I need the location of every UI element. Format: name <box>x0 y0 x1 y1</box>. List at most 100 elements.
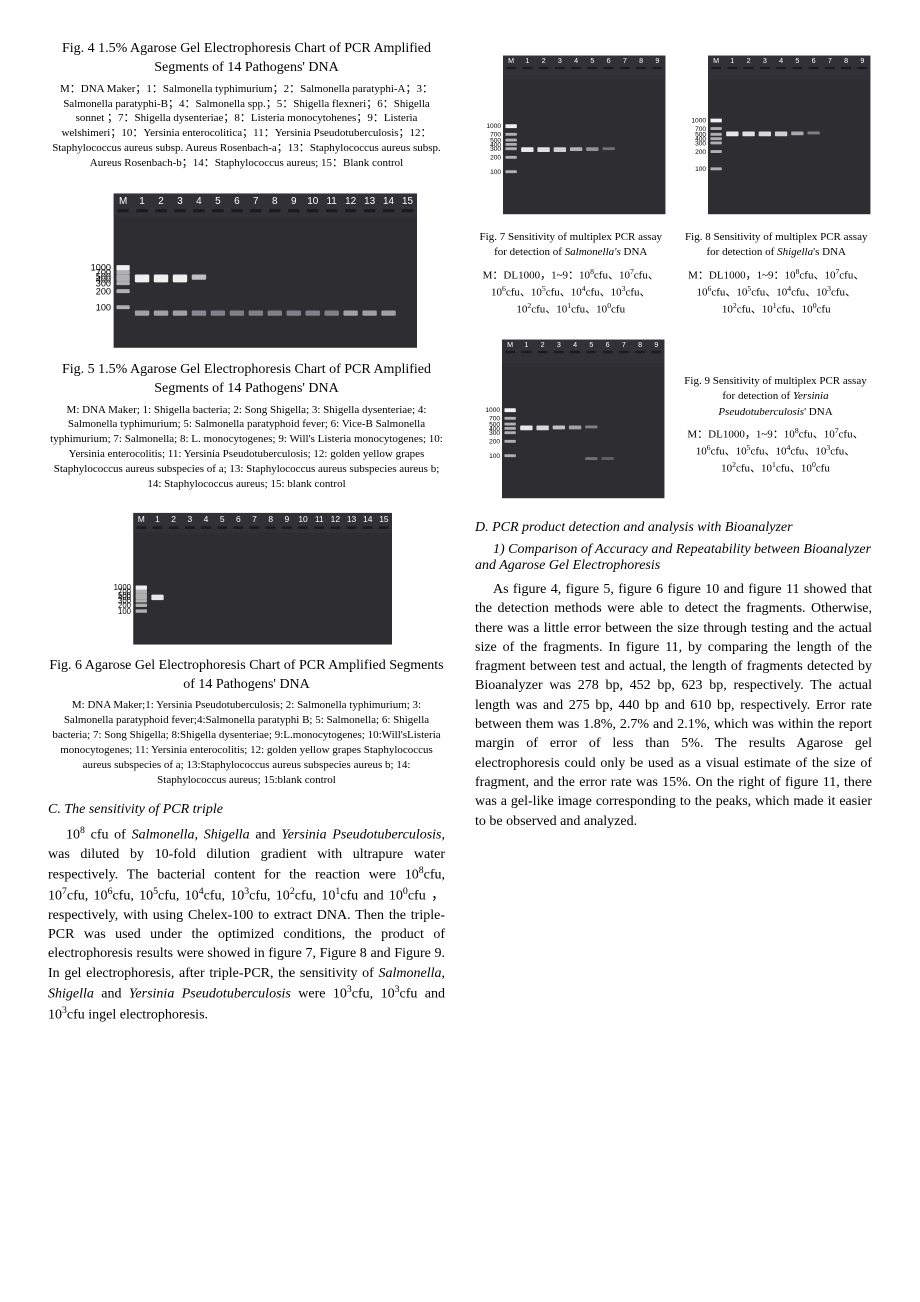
svg-text:10: 10 <box>298 514 308 524</box>
svg-text:100: 100 <box>117 607 131 616</box>
svg-text:1: 1 <box>139 196 145 207</box>
fig7-gel: M123456789bp1000700500400300200100 <box>476 48 666 218</box>
svg-text:8: 8 <box>639 57 643 65</box>
svg-text:9: 9 <box>290 196 296 207</box>
svg-text:8: 8 <box>638 341 642 349</box>
svg-text:9: 9 <box>655 57 659 65</box>
svg-text:100: 100 <box>489 453 500 460</box>
section-c-body: 108 cfu of Salmonella, Shigella and Yers… <box>48 824 445 1025</box>
svg-text:4: 4 <box>779 57 783 65</box>
svg-text:200: 200 <box>490 155 501 162</box>
svg-text:13: 13 <box>346 514 356 524</box>
svg-text:6: 6 <box>606 57 610 65</box>
svg-text:13: 13 <box>364 196 376 207</box>
svg-text:3: 3 <box>177 196 183 207</box>
svg-text:7: 7 <box>252 514 257 524</box>
svg-text:15: 15 <box>379 514 389 524</box>
svg-text:200: 200 <box>695 149 706 156</box>
fig7-caption: M：DL1000，1~9：108cfu、107cfu、106cfu、105cfu… <box>475 267 667 318</box>
svg-text:3: 3 <box>558 57 562 65</box>
svg-text:6: 6 <box>606 341 610 349</box>
svg-text:2: 2 <box>171 514 176 524</box>
svg-text:5: 5 <box>590 57 594 65</box>
svg-text:4: 4 <box>196 196 202 207</box>
svg-text:M: M <box>118 196 126 207</box>
svg-text:7: 7 <box>828 57 832 65</box>
svg-text:11: 11 <box>326 196 337 207</box>
svg-text:bp: bp <box>106 527 116 537</box>
svg-text:9: 9 <box>654 341 658 349</box>
svg-text:6: 6 <box>235 514 240 524</box>
svg-text:bp: bp <box>686 67 694 76</box>
svg-text:1: 1 <box>524 341 528 349</box>
svg-text:2: 2 <box>158 196 164 207</box>
fig8-gel: M123456789bp1000700500400300200100 <box>681 48 871 218</box>
fig8-title: Fig. 8 Sensitivity of multiplex PCR assa… <box>681 230 873 261</box>
fig4-gel: M123456789101112131415bp1000700500400300… <box>77 183 417 353</box>
fig9-caption: M：DL1000，1~9：108cfu、107cfu、106cfu、105cfu… <box>679 426 872 477</box>
fig9-gel: M123456789bp1000700500400300200100 <box>475 332 665 502</box>
fig5-caption: M: DNA Maker; 1: Shigella bacteria; 2: S… <box>48 403 445 492</box>
fig4-caption: M：DNA Maker；1：Salmonella typhimurium；2：S… <box>48 82 445 171</box>
svg-text:bp: bp <box>479 351 487 360</box>
svg-text:5: 5 <box>589 341 593 349</box>
svg-text:6: 6 <box>234 196 240 207</box>
section-d-body: As figure 4, figure 5, figure 6 figure 1… <box>475 580 872 831</box>
svg-text:4: 4 <box>574 57 578 65</box>
svg-text:12: 12 <box>330 514 340 524</box>
fig4-title: Fig. 4 1.5% Agarose Gel Electrophoresis … <box>48 40 445 78</box>
svg-text:8: 8 <box>272 196 278 207</box>
svg-text:1: 1 <box>525 57 529 65</box>
svg-text:9: 9 <box>284 514 289 524</box>
svg-text:M: M <box>508 57 514 65</box>
svg-text:3: 3 <box>187 514 192 524</box>
svg-text:2: 2 <box>747 57 751 65</box>
svg-text:M: M <box>137 514 144 524</box>
svg-text:3: 3 <box>557 341 561 349</box>
svg-text:100: 100 <box>95 302 110 312</box>
svg-text:3: 3 <box>763 57 767 65</box>
svg-text:7: 7 <box>622 341 626 349</box>
svg-text:1: 1 <box>155 514 160 524</box>
svg-text:1000: 1000 <box>485 407 500 414</box>
svg-text:bp: bp <box>480 67 488 76</box>
svg-text:6: 6 <box>812 57 816 65</box>
svg-text:9: 9 <box>861 57 865 65</box>
svg-text:1000: 1000 <box>486 123 501 130</box>
svg-text:8: 8 <box>268 514 273 524</box>
svg-text:12: 12 <box>345 196 357 207</box>
svg-text:4: 4 <box>203 514 208 524</box>
svg-text:8: 8 <box>844 57 848 65</box>
fig9-title: Fig. 9 Sensitivity of multiplex PCR assa… <box>679 374 872 420</box>
svg-text:100: 100 <box>490 169 501 176</box>
svg-text:2: 2 <box>541 341 545 349</box>
fig5-gel: M123456789101112131415bp1000700500400300… <box>97 504 397 649</box>
fig6-caption: M: DNA Maker;1: Yersinia Pseudotuberculo… <box>48 698 445 787</box>
svg-text:2: 2 <box>541 57 545 65</box>
section-d-heading: D. PCR product detection and analysis wi… <box>475 520 872 536</box>
fig6-title: Fig. 6 Agarose Gel Electrophoresis Chart… <box>48 657 445 695</box>
svg-text:14: 14 <box>383 196 395 207</box>
svg-text:bp: bp <box>82 211 94 222</box>
svg-text:300: 300 <box>695 140 706 147</box>
svg-text:14: 14 <box>363 514 373 524</box>
fig8-caption: M：DL1000，1~9：108cfu、107cfu、106cfu、105cfu… <box>681 267 873 318</box>
svg-text:10: 10 <box>307 196 319 207</box>
svg-text:5: 5 <box>796 57 800 65</box>
svg-text:1: 1 <box>731 57 735 65</box>
svg-text:200: 200 <box>489 439 500 446</box>
svg-text:100: 100 <box>695 166 706 173</box>
svg-text:200: 200 <box>95 286 110 296</box>
svg-text:300: 300 <box>489 430 500 437</box>
section-d-sub1: 1) Comparison of Accuracy and Repeatabil… <box>475 542 872 574</box>
svg-text:1000: 1000 <box>692 117 707 124</box>
svg-text:5: 5 <box>215 196 221 207</box>
svg-text:11: 11 <box>314 514 323 524</box>
section-c-heading: C. The sensitivity of PCR triple <box>48 802 445 818</box>
svg-text:M: M <box>713 57 719 65</box>
svg-text:7: 7 <box>623 57 627 65</box>
svg-text:4: 4 <box>573 341 577 349</box>
fig5-title: Fig. 5 1.5% Agarose Gel Electrophoresis … <box>48 361 445 399</box>
svg-text:M: M <box>507 341 513 349</box>
svg-text:15: 15 <box>401 196 413 207</box>
